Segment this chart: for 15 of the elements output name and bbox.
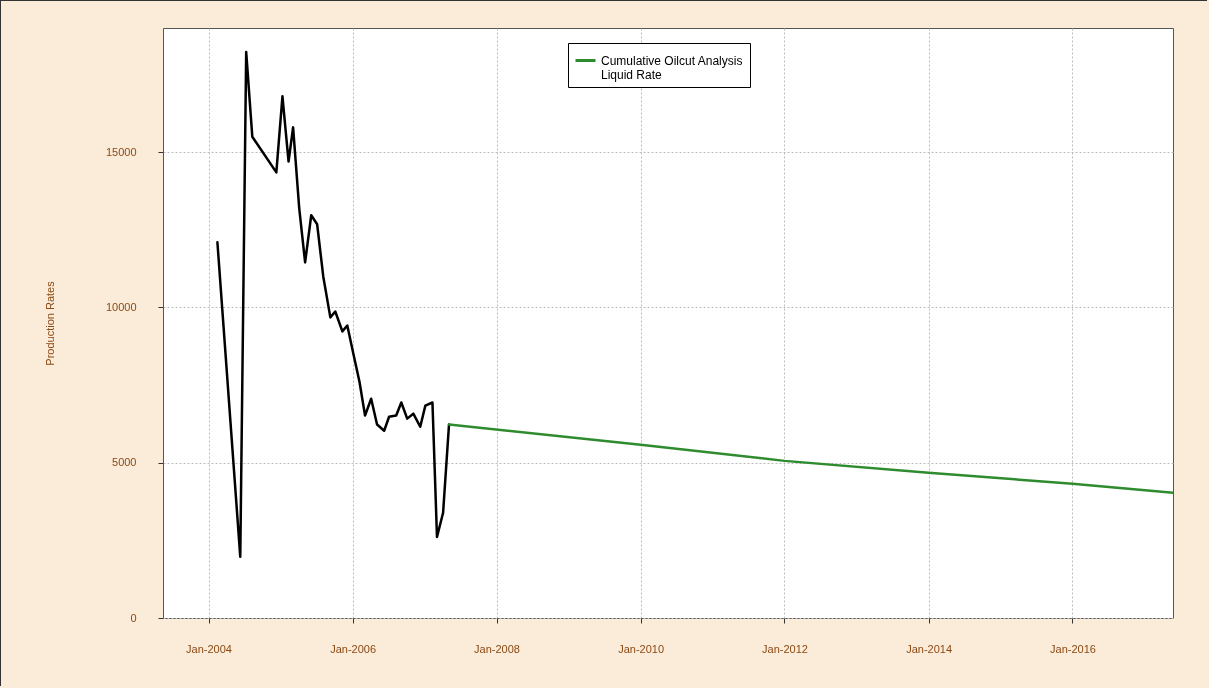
y-tick-label: 15000 <box>105 145 137 158</box>
line-series <box>216 50 451 559</box>
y-tick-label: 5000 <box>112 456 137 469</box>
x-tick-label: Jan-2012 <box>762 642 808 655</box>
x-tick-label: Jan-2014 <box>906 642 953 655</box>
y-tick-label: 10000 <box>105 300 137 313</box>
x-tick-label: Jan-2010 <box>618 642 665 655</box>
x-tick-label: Jan-2016 <box>1050 642 1096 655</box>
y-axis-title: Production Rates <box>43 280 56 366</box>
x-tick-label: Jan-2004 <box>186 642 232 655</box>
x-tick-label: Jan-2008 <box>474 642 520 655</box>
line-series <box>447 423 1173 495</box>
legend-label: Cumulative Oilcut Analysis Liquid Rate <box>601 53 743 82</box>
y-tick-label: 0 <box>130 611 137 624</box>
x-tick-label: Jan-2006 <box>330 642 377 655</box>
